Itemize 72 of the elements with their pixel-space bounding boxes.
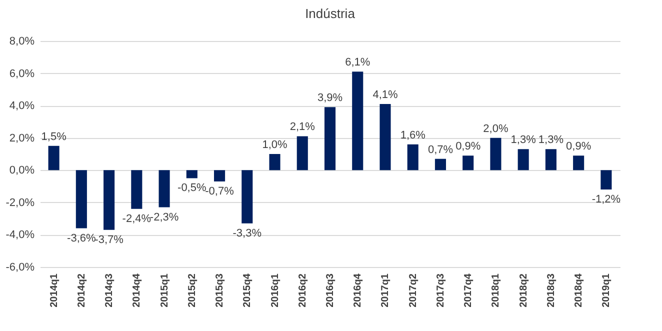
x-tick-label: 2014q3	[104, 273, 116, 308]
bar	[131, 170, 142, 209]
bar	[269, 154, 280, 170]
data-label: 0,7%	[428, 144, 454, 156]
data-label: 0,9%	[566, 140, 592, 153]
data-label: 1,5%	[41, 130, 67, 143]
x-tick-label: 2017q3	[435, 273, 446, 308]
x-tick-label: 2016q2	[297, 273, 308, 308]
x-tick-label: 2014q1	[48, 273, 60, 308]
data-label: -0,5%	[178, 182, 206, 194]
data-label: 2,1%	[290, 121, 316, 134]
x-tick-label: 2014q4	[132, 273, 143, 308]
x-tick-label: 2017q2	[408, 273, 419, 308]
bar	[380, 104, 391, 170]
data-label: 3,9%	[317, 92, 343, 104]
bar	[545, 149, 556, 170]
x-tick-label: 2018q1	[490, 273, 502, 308]
chart-title: Indústria	[305, 6, 356, 21]
data-label: -3,3%	[232, 227, 262, 240]
x-tick-label: 2017q4	[463, 273, 474, 308]
x-tick-label: 2015q2	[186, 273, 198, 308]
bar	[48, 146, 60, 170]
data-label: 1,6%	[400, 129, 426, 142]
bar	[462, 156, 474, 170]
y-tick-label: 2,0%	[9, 132, 35, 144]
data-label: 1,3%	[538, 134, 564, 146]
bar	[490, 138, 502, 170]
data-label: 6,1%	[345, 56, 370, 69]
y-tick-label: 8,0%	[9, 36, 35, 48]
x-tick-label: 2018q3	[546, 273, 557, 308]
bar	[518, 149, 529, 170]
bar	[104, 170, 115, 230]
x-tick-label: 2018q4	[574, 273, 585, 308]
y-tick-label: -2,0%	[6, 196, 35, 209]
y-tick-label: -6,0%	[6, 262, 35, 274]
bar	[352, 72, 364, 170]
bar	[242, 170, 253, 224]
bar	[76, 170, 87, 228]
x-tick-label: 2016q4	[352, 273, 364, 308]
data-label: -1,2%	[592, 194, 621, 206]
bar	[186, 170, 198, 178]
data-label: 4,1%	[372, 88, 398, 101]
y-tick-label: 4,0%	[9, 100, 35, 112]
bar	[296, 136, 308, 170]
bar	[407, 144, 418, 170]
bar	[573, 156, 584, 170]
data-label: 2,0%	[483, 122, 508, 135]
bar	[434, 158, 446, 170]
data-label: 1,0%	[262, 139, 288, 151]
bar	[324, 107, 336, 170]
y-tick-label: 6,0%	[9, 68, 35, 80]
data-label: -2,4%	[122, 212, 152, 225]
y-tick-label: -4,0%	[6, 229, 35, 242]
y-tick-label: 0,0%	[9, 164, 35, 177]
x-tick-label: 2016q3	[325, 273, 336, 308]
x-tick-label: 2018q2	[518, 273, 530, 308]
x-tick-label: 2014q2	[76, 273, 88, 308]
x-tick-label: 2015q3	[214, 273, 226, 308]
data-label: -3,6%	[67, 232, 96, 244]
data-label: -3,7%	[94, 234, 124, 246]
bar	[158, 170, 170, 208]
bar	[214, 170, 226, 182]
data-label: -0,7%	[205, 185, 234, 198]
data-label: -2,3%	[150, 211, 179, 224]
x-tick-label: 2015q1	[159, 273, 170, 308]
data-label: 0,9%	[456, 140, 481, 153]
x-tick-label: 2016q1	[270, 273, 281, 308]
data-label: 1,3%	[510, 134, 536, 146]
x-tick-label: 2019q1	[601, 273, 612, 308]
x-tick-label: 2015q4	[242, 273, 254, 308]
bar	[600, 170, 612, 190]
x-tick-label: 2017q1	[380, 273, 392, 308]
